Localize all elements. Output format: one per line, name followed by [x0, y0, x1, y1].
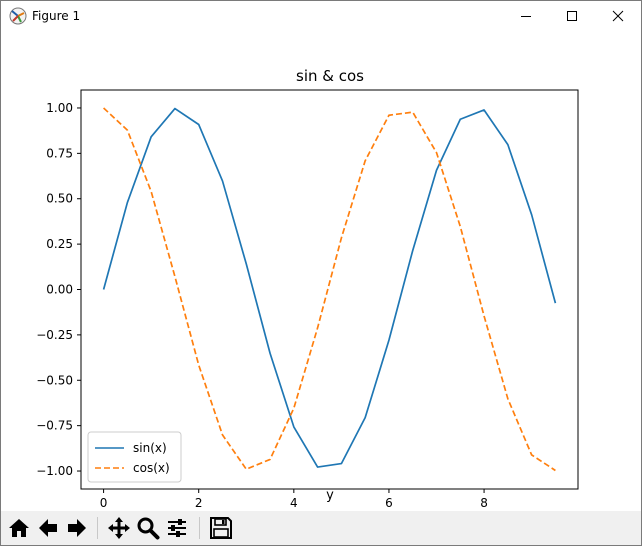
back-button[interactable] [34, 514, 62, 542]
home-button[interactable] [5, 514, 33, 542]
y-tick-label: −0.25 [36, 328, 73, 342]
x-axis: 0 2 4 6 8 [100, 489, 488, 510]
title-bar[interactable]: Figure 1 [1, 1, 641, 31]
x-tick-label: 6 [385, 496, 393, 510]
forward-button[interactable] [63, 514, 91, 542]
x-tick-label: 2 [195, 496, 203, 510]
y-axis: −1.00 −0.75 −0.50 −0.25 0.00 0.25 0.50 0.75 1.00 [36, 101, 81, 478]
plot-area [80, 89, 579, 490]
zoom-button[interactable] [134, 514, 162, 542]
legend-box [87, 431, 182, 483]
pan-icon [108, 517, 130, 539]
y-tick-label: −0.75 [36, 419, 73, 433]
figure-canvas[interactable]: sin & cos −1.00 −0.75 −0.50 −0.25 0.00 0.25 0.… [1, 31, 641, 511]
y-tick-label: 1.00 [46, 101, 73, 115]
minimize-icon [521, 16, 531, 17]
y-tick-label: −0.50 [36, 373, 73, 387]
configure-subplots-icon [168, 519, 186, 537]
y-tick-label: 0.00 [46, 283, 73, 297]
line-chart: sin & cos −1.00 −0.75 −0.50 −0.25 0.00 0.25 0.… [36, 67, 579, 510]
minimize-button[interactable] [503, 1, 549, 31]
y-tick-label: 0.50 [46, 192, 73, 206]
x-axis-label: y [326, 488, 334, 503]
series-group [102, 107, 557, 472]
y-tick-label: 0.75 [46, 146, 73, 160]
series-line-sin [102, 107, 557, 468]
legend-label-cos: cos(x) [133, 461, 170, 475]
close-icon [612, 10, 624, 22]
matplotlib-figure-icon [9, 7, 27, 25]
save-icon [210, 517, 232, 539]
legend: sin(x) cos(x) [87, 431, 182, 483]
configure-subplots-button[interactable] [163, 514, 191, 542]
pan-button[interactable] [105, 514, 133, 542]
toolbar-separator [97, 517, 98, 539]
y-tick-label: −1.00 [36, 464, 73, 478]
toolbar-separator [199, 517, 200, 539]
window-title: Figure 1 [32, 9, 81, 23]
maximize-button[interactable] [549, 1, 595, 31]
back-arrow-icon [39, 519, 57, 537]
navigation-toolbar [1, 511, 641, 545]
x-tick-label: 0 [100, 496, 108, 510]
home-icon [9, 519, 29, 537]
close-button[interactable] [595, 1, 641, 31]
series-line-cos [103, 107, 556, 472]
x-tick-label: 8 [480, 496, 488, 510]
y-tick-label: 0.25 [46, 237, 73, 251]
legend-label-sin: sin(x) [133, 441, 167, 455]
x-tick-label: 4 [290, 496, 298, 510]
save-button[interactable] [207, 514, 235, 542]
chart-title: sin & cos [296, 67, 364, 85]
maximize-icon [567, 11, 577, 21]
zoom-icon [137, 517, 160, 540]
forward-arrow-icon [68, 519, 86, 537]
